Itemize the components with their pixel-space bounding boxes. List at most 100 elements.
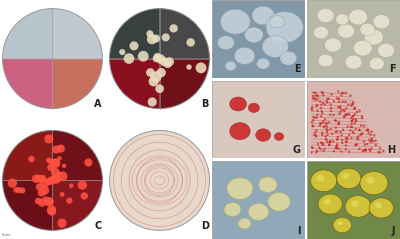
Point — [343, 138, 350, 141]
Point — [52, 177, 59, 181]
Point — [319, 90, 325, 94]
Point — [154, 55, 160, 59]
Point — [326, 143, 332, 147]
Point — [309, 109, 315, 112]
Point — [359, 116, 365, 120]
Point — [338, 130, 344, 134]
Point — [352, 106, 358, 110]
Point — [52, 170, 58, 174]
Point — [319, 141, 326, 145]
Point — [323, 127, 330, 131]
Point — [318, 122, 324, 125]
Circle shape — [248, 203, 269, 220]
Text: H: H — [387, 145, 395, 155]
Point — [370, 140, 376, 143]
Point — [338, 108, 345, 112]
Point — [356, 147, 363, 151]
Point — [358, 124, 364, 128]
Point — [314, 113, 320, 117]
Point — [329, 132, 335, 136]
Text: E: E — [294, 65, 300, 75]
Circle shape — [324, 199, 331, 205]
Point — [45, 179, 52, 183]
Point — [153, 37, 160, 40]
Point — [308, 150, 315, 154]
Point — [369, 138, 375, 142]
Point — [348, 103, 354, 107]
Point — [317, 124, 323, 127]
Point — [337, 110, 344, 114]
Point — [350, 102, 356, 106]
Point — [355, 135, 361, 138]
Point — [85, 161, 92, 164]
Point — [315, 95, 321, 98]
Circle shape — [317, 9, 334, 22]
Point — [33, 177, 40, 181]
Point — [354, 143, 360, 147]
Wedge shape — [52, 9, 102, 59]
Point — [350, 131, 357, 135]
Point — [310, 118, 316, 122]
Point — [53, 148, 60, 152]
Point — [324, 133, 331, 137]
Text: F: F — [389, 65, 395, 75]
Point — [311, 133, 318, 137]
Point — [323, 122, 330, 126]
Point — [38, 191, 45, 195]
Point — [361, 139, 367, 143]
Point — [156, 57, 163, 60]
Point — [40, 176, 46, 180]
Point — [68, 184, 74, 188]
Point — [156, 87, 163, 91]
Point — [341, 109, 347, 112]
Point — [66, 199, 72, 203]
Point — [320, 143, 326, 147]
Point — [368, 130, 375, 134]
Point — [313, 135, 319, 138]
Circle shape — [225, 61, 236, 71]
Point — [334, 130, 340, 134]
Point — [341, 115, 347, 119]
Point — [362, 149, 369, 152]
Point — [351, 107, 358, 110]
Point — [377, 147, 383, 150]
Point — [352, 112, 358, 116]
Circle shape — [230, 123, 250, 140]
Point — [149, 37, 155, 41]
Point — [334, 142, 340, 146]
Point — [310, 124, 316, 128]
Circle shape — [336, 14, 349, 25]
Point — [338, 94, 344, 98]
Point — [131, 44, 137, 48]
Point — [314, 93, 320, 97]
Circle shape — [257, 58, 270, 69]
Circle shape — [369, 198, 394, 218]
Point — [330, 113, 336, 117]
Point — [318, 106, 324, 110]
Point — [343, 136, 349, 140]
Point — [9, 181, 16, 185]
Point — [119, 50, 126, 54]
Point — [349, 103, 356, 106]
Point — [365, 129, 371, 132]
Point — [46, 200, 52, 203]
Circle shape — [360, 23, 375, 36]
Point — [79, 183, 86, 187]
Point — [331, 149, 337, 153]
FancyBboxPatch shape — [212, 0, 305, 78]
Point — [326, 143, 332, 147]
Point — [340, 128, 346, 132]
Point — [345, 103, 352, 107]
Wedge shape — [160, 59, 210, 109]
Point — [359, 132, 366, 136]
Point — [322, 117, 328, 121]
Point — [343, 144, 349, 147]
Point — [350, 100, 356, 104]
Point — [361, 125, 367, 128]
Text: G: G — [292, 145, 300, 155]
Point — [373, 143, 379, 147]
Point — [348, 122, 355, 126]
Point — [320, 101, 326, 105]
Point — [324, 140, 330, 144]
Point — [318, 114, 324, 118]
